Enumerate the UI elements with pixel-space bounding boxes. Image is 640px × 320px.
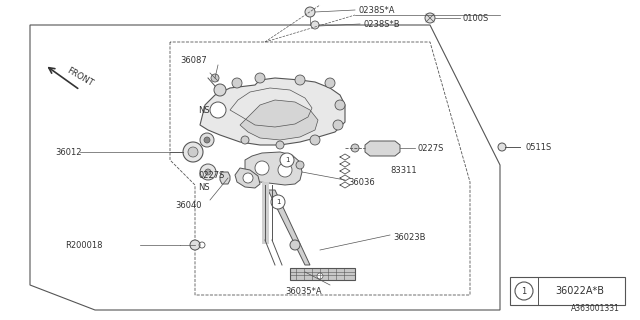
Circle shape bbox=[290, 240, 300, 250]
Text: 36087: 36087 bbox=[180, 55, 207, 65]
Circle shape bbox=[271, 195, 285, 209]
Circle shape bbox=[310, 135, 320, 145]
Circle shape bbox=[183, 142, 203, 162]
Circle shape bbox=[241, 136, 249, 144]
Circle shape bbox=[204, 137, 210, 143]
Text: 1: 1 bbox=[522, 286, 527, 295]
Text: NS: NS bbox=[198, 106, 210, 115]
Text: NS: NS bbox=[198, 182, 210, 191]
Circle shape bbox=[243, 173, 253, 183]
Polygon shape bbox=[245, 152, 302, 185]
Circle shape bbox=[325, 78, 335, 88]
Polygon shape bbox=[268, 190, 310, 265]
Circle shape bbox=[335, 100, 345, 110]
Circle shape bbox=[200, 133, 214, 147]
Circle shape bbox=[425, 13, 435, 23]
Circle shape bbox=[210, 102, 226, 118]
Text: 36023B: 36023B bbox=[393, 233, 426, 242]
Text: 36022A*B: 36022A*B bbox=[556, 286, 605, 296]
Polygon shape bbox=[365, 141, 400, 156]
Circle shape bbox=[498, 143, 506, 151]
Polygon shape bbox=[200, 78, 345, 145]
Text: 36035*A: 36035*A bbox=[285, 287, 322, 297]
Polygon shape bbox=[240, 100, 318, 140]
Circle shape bbox=[295, 75, 305, 85]
Circle shape bbox=[205, 169, 211, 175]
Circle shape bbox=[188, 147, 198, 157]
Text: 0100S: 0100S bbox=[462, 13, 488, 22]
Text: 83311: 83311 bbox=[390, 165, 417, 174]
Text: 0238S*A: 0238S*A bbox=[358, 5, 394, 14]
Circle shape bbox=[211, 74, 219, 82]
Text: 36036: 36036 bbox=[348, 178, 375, 187]
Circle shape bbox=[333, 120, 343, 130]
Circle shape bbox=[296, 161, 304, 169]
Circle shape bbox=[305, 7, 315, 17]
Text: 36040: 36040 bbox=[175, 201, 202, 210]
Text: 0227S: 0227S bbox=[198, 171, 225, 180]
Circle shape bbox=[255, 161, 269, 175]
FancyBboxPatch shape bbox=[510, 277, 625, 305]
Circle shape bbox=[214, 84, 226, 96]
Circle shape bbox=[276, 141, 284, 149]
Text: R200018: R200018 bbox=[65, 241, 102, 250]
Text: A363001331: A363001331 bbox=[571, 304, 620, 313]
Polygon shape bbox=[220, 172, 230, 184]
Circle shape bbox=[317, 273, 323, 279]
Circle shape bbox=[200, 164, 216, 180]
Circle shape bbox=[232, 78, 242, 88]
Text: 0227S: 0227S bbox=[417, 143, 444, 153]
Polygon shape bbox=[235, 168, 260, 188]
Text: 36012: 36012 bbox=[55, 148, 81, 156]
Circle shape bbox=[190, 240, 200, 250]
Circle shape bbox=[311, 21, 319, 29]
Text: 0238S*B: 0238S*B bbox=[363, 20, 399, 28]
Text: 1: 1 bbox=[285, 157, 289, 163]
Circle shape bbox=[280, 153, 294, 167]
Circle shape bbox=[278, 163, 292, 177]
Circle shape bbox=[255, 73, 265, 83]
Circle shape bbox=[351, 144, 359, 152]
Text: 1: 1 bbox=[276, 199, 280, 205]
Text: FRONT: FRONT bbox=[65, 66, 94, 88]
Text: 0511S: 0511S bbox=[525, 142, 551, 151]
Polygon shape bbox=[290, 268, 355, 280]
